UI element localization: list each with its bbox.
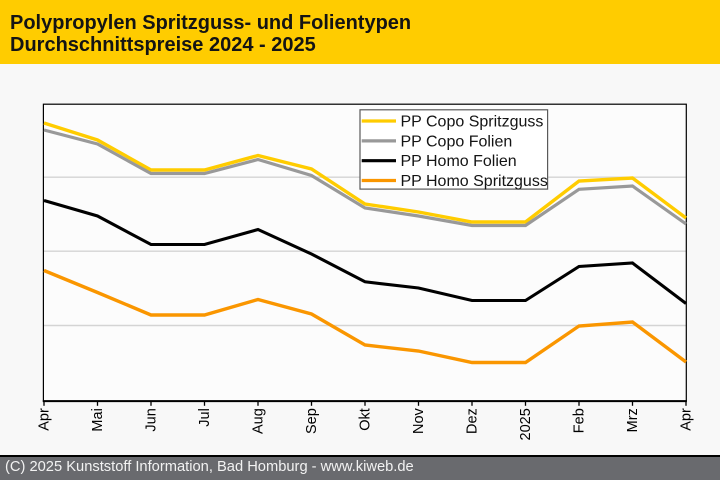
svg-text:Jun: Jun bbox=[144, 408, 160, 431]
svg-text:Okt: Okt bbox=[358, 408, 374, 431]
svg-text:PP Homo Spritzguss: PP Homo Spritzguss bbox=[401, 173, 548, 190]
svg-text:Dez: Dez bbox=[465, 408, 481, 434]
svg-text:PP Copo Folien: PP Copo Folien bbox=[401, 133, 513, 150]
svg-text:Apr: Apr bbox=[37, 408, 53, 431]
svg-text:Aug: Aug bbox=[251, 408, 267, 434]
svg-text:Sep: Sep bbox=[304, 408, 320, 434]
svg-text:Nov: Nov bbox=[411, 407, 427, 434]
svg-text:PP Homo Folien: PP Homo Folien bbox=[401, 153, 517, 170]
svg-text:Mrz: Mrz bbox=[625, 408, 641, 432]
svg-text:2025: 2025 bbox=[518, 408, 534, 440]
svg-text:Feb: Feb bbox=[572, 408, 588, 433]
svg-text:Apr: Apr bbox=[679, 408, 695, 431]
svg-text:PP Copo Spritzguss: PP Copo Spritzguss bbox=[401, 114, 544, 131]
svg-text:Jul: Jul bbox=[197, 408, 213, 427]
svg-text:Mai: Mai bbox=[90, 408, 106, 431]
